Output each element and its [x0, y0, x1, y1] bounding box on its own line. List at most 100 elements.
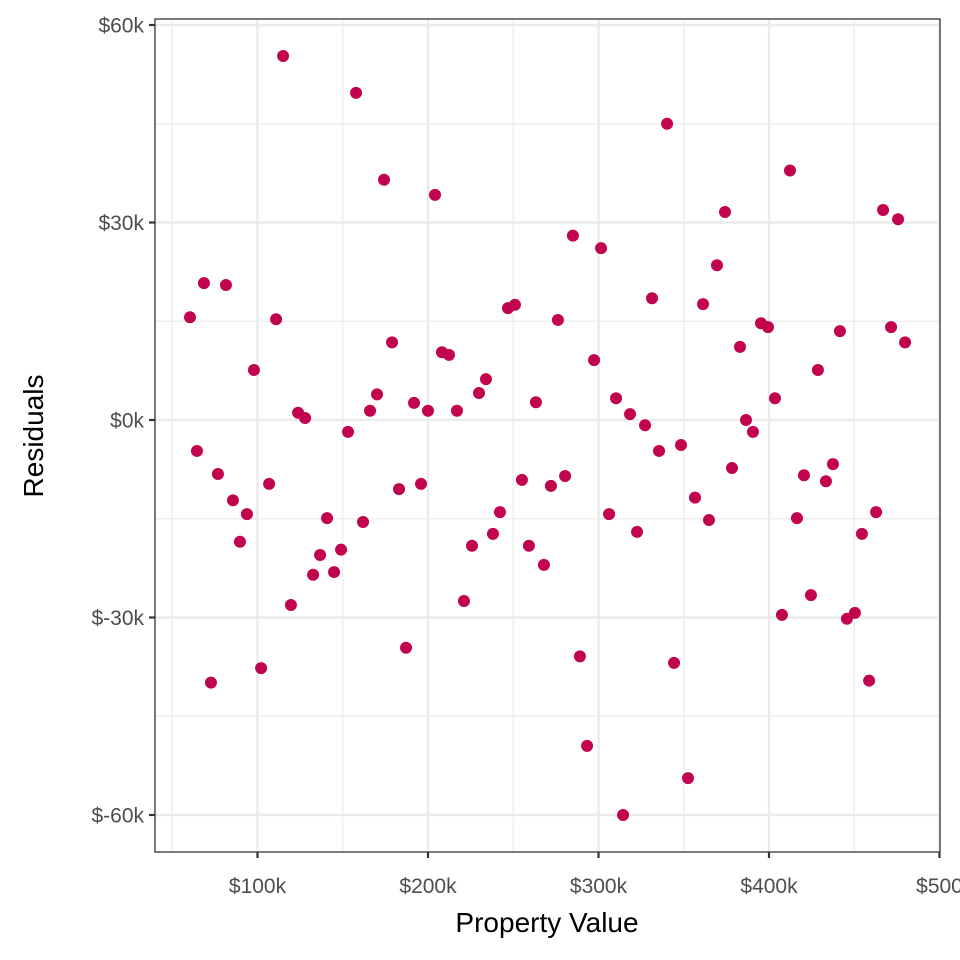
data-point — [350, 86, 363, 99]
data-point — [848, 606, 861, 619]
data-point — [226, 494, 239, 507]
data-point — [335, 543, 348, 556]
data-point — [197, 277, 210, 290]
data-point — [400, 641, 413, 654]
data-point — [719, 205, 732, 218]
data-point — [537, 558, 550, 571]
data-point — [364, 404, 377, 417]
data-point — [422, 404, 434, 417]
y-tick-label: $-30k — [91, 607, 144, 630]
data-point — [892, 213, 905, 226]
data-point — [386, 336, 399, 349]
y-tick-label: $-60k — [91, 804, 144, 827]
data-point — [675, 439, 688, 452]
data-point — [342, 425, 355, 438]
data-point — [726, 462, 739, 475]
data-point — [877, 204, 890, 217]
data-point — [284, 598, 297, 611]
data-point — [465, 539, 478, 552]
data-point — [472, 387, 485, 400]
data-point — [595, 242, 608, 255]
y-axis: $60k $30k $0k $-30k $-60k — [91, 15, 155, 827]
data-point — [624, 408, 637, 421]
data-point — [486, 527, 499, 540]
data-point — [668, 656, 681, 669]
data-point — [219, 279, 232, 292]
data-point — [378, 173, 391, 186]
data-point — [899, 336, 912, 349]
data-point — [428, 188, 441, 201]
data-point — [307, 568, 320, 581]
data-point — [639, 419, 652, 432]
data-point — [833, 325, 846, 338]
data-point — [270, 313, 283, 326]
data-point — [515, 473, 528, 486]
data-point — [255, 662, 268, 675]
data-point — [357, 516, 370, 529]
y-tick-label: $60k — [98, 15, 144, 38]
data-point — [631, 525, 644, 538]
y-tick-label: $30k — [98, 212, 144, 235]
minor-gridlines — [155, 19, 940, 852]
data-point — [661, 117, 674, 130]
data-point — [371, 388, 384, 401]
data-point — [870, 506, 883, 519]
x-tick-label: $100k — [229, 875, 287, 898]
data-point — [610, 392, 623, 405]
x-tick-label: $200k — [399, 875, 457, 898]
data-point — [263, 477, 276, 490]
data-point — [442, 348, 455, 361]
data-point — [544, 479, 557, 492]
data-point — [790, 512, 803, 525]
data-point — [314, 548, 327, 561]
data-point — [450, 404, 463, 417]
data-point — [277, 49, 290, 62]
data-point — [804, 589, 817, 602]
data-point — [746, 425, 759, 438]
data-point — [581, 739, 594, 752]
data-point — [783, 164, 796, 177]
data-point — [393, 483, 406, 496]
data-point — [190, 444, 203, 457]
data-point — [328, 566, 341, 579]
data-point — [204, 676, 217, 689]
data-point — [551, 313, 564, 326]
data-point — [734, 340, 747, 353]
data-point — [408, 396, 421, 409]
data-point — [761, 321, 774, 334]
x-tick-label: $300k — [570, 875, 628, 898]
data-point — [522, 539, 535, 552]
data-point — [811, 363, 824, 376]
data-point — [233, 535, 246, 548]
data-point — [826, 458, 839, 471]
data-point — [529, 396, 542, 409]
data-point — [299, 412, 312, 425]
data-point — [768, 392, 781, 405]
data-points — [183, 49, 912, 821]
x-tick-label: $500 — [916, 875, 960, 898]
data-point — [617, 808, 630, 821]
y-axis-title: Residuals — [18, 375, 49, 498]
data-point — [183, 311, 196, 324]
data-point — [653, 444, 666, 457]
data-point — [508, 298, 521, 311]
data-point — [885, 321, 898, 334]
data-point — [321, 512, 334, 525]
data-point — [573, 650, 586, 663]
data-point — [775, 608, 788, 621]
data-point — [559, 469, 572, 482]
data-point — [689, 491, 702, 504]
x-axis: $100k $200k $300k $400k $500 — [229, 852, 960, 898]
data-point — [457, 595, 470, 608]
data-point — [819, 475, 832, 488]
data-point — [710, 259, 723, 272]
data-point — [566, 229, 579, 242]
data-point — [646, 292, 659, 305]
x-axis-title: Property Value — [455, 907, 638, 938]
data-point — [479, 373, 492, 386]
data-point — [739, 414, 752, 426]
data-point — [588, 354, 601, 367]
data-point — [863, 674, 876, 687]
